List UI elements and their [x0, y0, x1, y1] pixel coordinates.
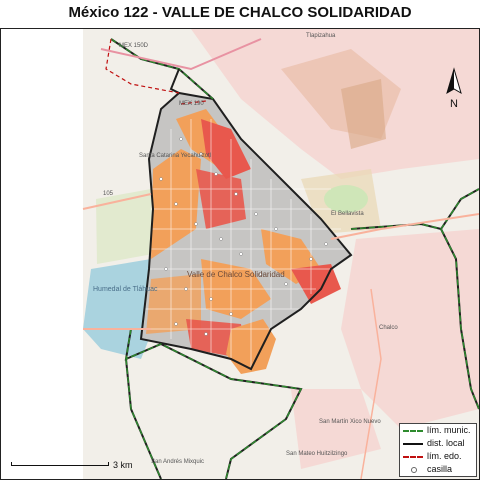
label-mex190: MEX 190	[179, 101, 204, 107]
label-san-martin: San Martín Xico Nuevo	[319, 419, 381, 425]
urban-hill-brown	[341, 79, 386, 149]
district-boundary	[139, 91, 353, 371]
legend-item-municipal: lím. munic.	[400, 425, 476, 437]
municipal-boundary-sw-dash	[125, 358, 162, 479]
highway-mex150	[100, 38, 262, 71]
municipal-boundary-south-dash	[125, 328, 303, 479]
section-red-center	[196, 169, 246, 229]
north-arrow-icon: N	[446, 67, 462, 110]
municipal-boundary-north-dash	[110, 38, 214, 100]
label-city: Valle de Chalco Solidaridad	[187, 270, 285, 279]
map-canvas[interactable]: Santa Catarina Yecahuizotl Valle de Chal…	[0, 28, 480, 480]
section-red-north	[201, 119, 251, 179]
district-polygon[interactable]	[139, 91, 353, 374]
street-grid	[143, 119, 346, 369]
legend-item-casilla: casilla	[400, 464, 476, 476]
road-south	[360, 288, 382, 479]
outside-area-left	[1, 29, 83, 479]
label-tlahuac: Humedal de Tláhuac	[93, 286, 158, 293]
casilla-markers	[159, 137, 328, 336]
state-boundary	[105, 38, 180, 94]
label-san-mateo: San Mateo Huitzilzingo	[286, 451, 348, 457]
scale-line	[11, 462, 109, 466]
label-mex150: MEX 150D	[119, 43, 149, 49]
label-chalco: Chalco	[379, 325, 398, 331]
urban-area-south	[291, 389, 381, 469]
legend-symbol-green-dashed	[403, 430, 423, 432]
map-svg[interactable]: Santa Catarina Yecahuizotl Valle de Chal…	[1, 29, 479, 479]
scale-bar: 3 km	[11, 455, 151, 470]
label-road-105: 105	[103, 191, 114, 197]
north-label: N	[450, 98, 458, 110]
legend-label: casilla	[427, 464, 453, 474]
label-santa-catarina: Santa Catarina Yecahuizotl	[139, 153, 211, 159]
district-tip	[169, 68, 180, 94]
legend-item-district: dist. local	[400, 438, 476, 450]
map-title: México 122 - VALLE DE CHALCO SOLIDARIDAD	[68, 4, 412, 21]
label-san-andres: San Andrés Mixquic	[151, 459, 204, 465]
north-arrow: N	[441, 67, 467, 111]
label-la-paz: Tlapizahua	[306, 33, 336, 39]
legend-label: lím. edo.	[427, 451, 462, 461]
map-legend: lím. munic. dist. local lím. edo. casill…	[399, 423, 477, 477]
legend-symbol-red-dashed	[403, 456, 423, 458]
municipal-boundary-east2-dash	[440, 228, 479, 410]
legend-symbol-black-solid	[403, 443, 423, 445]
legend-label: dist. local	[427, 438, 465, 448]
scale-label: 3 km	[113, 460, 133, 470]
road-105	[82, 193, 152, 210]
label-el-bellavista: El Bellavista	[331, 211, 364, 217]
legend-item-state: lím. edo.	[400, 451, 476, 463]
urban-area-east	[341, 229, 479, 429]
road-east	[330, 213, 479, 240]
stadium-field	[324, 185, 368, 213]
field-green	[96, 189, 153, 264]
legend-symbol-circle	[411, 467, 417, 473]
legend-label: lím. munic.	[427, 425, 471, 435]
